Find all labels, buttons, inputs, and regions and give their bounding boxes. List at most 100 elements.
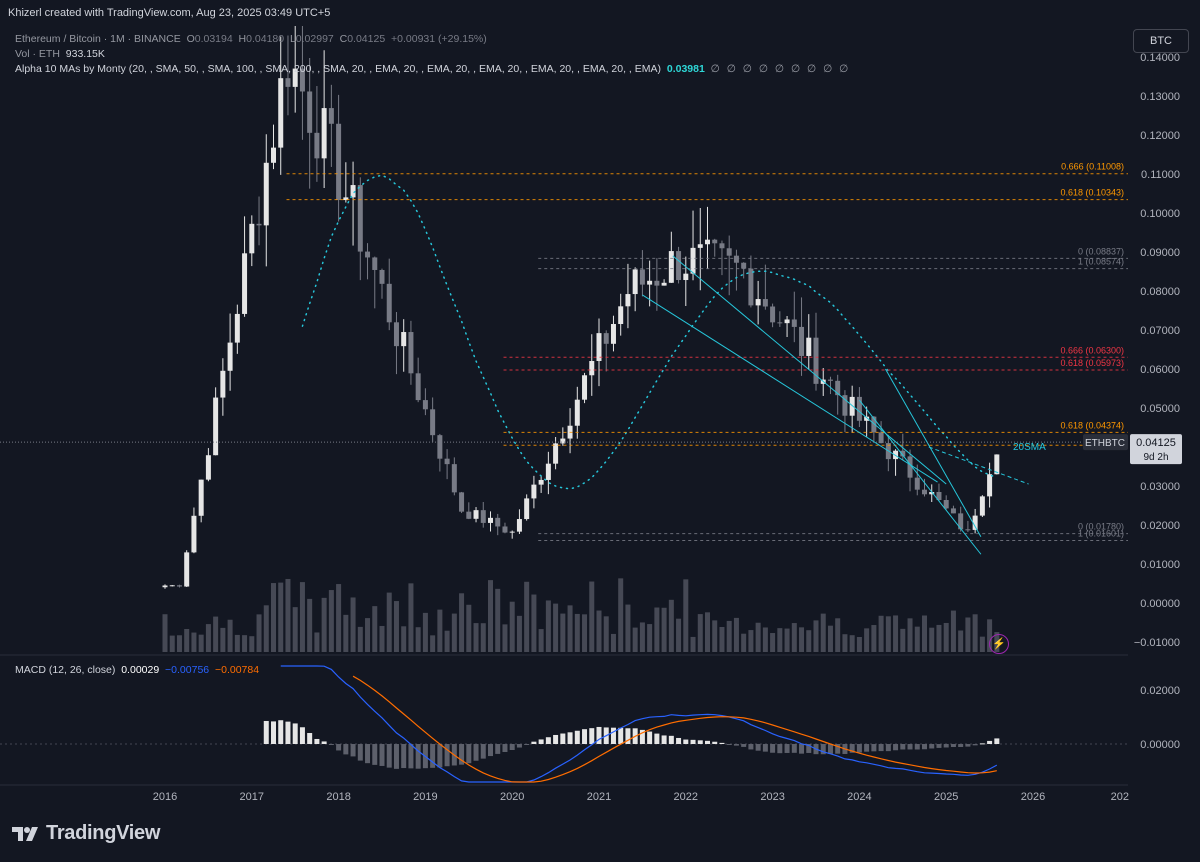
candle-body bbox=[401, 332, 407, 347]
macd-histogram-bar bbox=[292, 723, 298, 744]
y-tick-label: 0.11000 bbox=[1141, 169, 1180, 181]
y-tick-label: 0.13000 bbox=[1140, 91, 1180, 103]
macd-histogram-bar bbox=[343, 744, 349, 755]
candle-body bbox=[379, 269, 385, 284]
candle-body bbox=[654, 280, 660, 286]
x-tick-label: 2020 bbox=[500, 791, 524, 803]
candle-body bbox=[864, 416, 870, 421]
y-tick-label: 0.05000 bbox=[1140, 403, 1180, 415]
volume-bar bbox=[205, 624, 211, 652]
candle-body bbox=[748, 268, 754, 306]
candle-body bbox=[878, 432, 884, 444]
volume-bar bbox=[263, 605, 269, 652]
macd-histogram-bar bbox=[560, 733, 566, 744]
fib-level-label: 0.618 (0.10343) bbox=[1060, 188, 1124, 198]
y-tick-label: 0.09000 bbox=[1140, 247, 1180, 259]
candle-body bbox=[198, 479, 204, 516]
volume-bar bbox=[350, 597, 356, 652]
fib-level-label: 0.618 (0.04374) bbox=[1060, 420, 1124, 430]
volume-bar bbox=[415, 627, 421, 652]
volume-bar bbox=[234, 634, 240, 652]
lightning-icon[interactable]: ⚡ bbox=[989, 634, 1009, 654]
candle-body bbox=[762, 299, 768, 307]
volume-bar bbox=[864, 628, 870, 652]
macd-histogram-bar bbox=[950, 744, 956, 748]
macd-histogram-bar bbox=[488, 744, 493, 757]
tradingview-logo[interactable]: TradingView bbox=[12, 822, 160, 845]
volume-bar bbox=[227, 619, 233, 652]
macd-tick-label: 0.00000 bbox=[1140, 739, 1180, 751]
volume-bar bbox=[343, 614, 349, 652]
macd-histogram-bar bbox=[285, 721, 291, 744]
macd-histogram-bar bbox=[784, 744, 790, 753]
candle-body bbox=[220, 370, 226, 398]
macd-histogram-bar bbox=[473, 744, 479, 761]
candle-body bbox=[437, 435, 443, 459]
volume-bar bbox=[842, 634, 848, 652]
price-chart[interactable]: 0.14000 0.13000 0.12000 0.11000 0.10000 0.090… bbox=[0, 26, 1200, 812]
candle-body bbox=[271, 147, 276, 163]
volume-bar bbox=[922, 615, 927, 652]
volume-bar bbox=[249, 636, 255, 652]
candle-body bbox=[712, 239, 718, 244]
candle-body bbox=[516, 519, 522, 532]
candle-body bbox=[162, 585, 168, 588]
candle-body bbox=[430, 409, 436, 436]
candle-body bbox=[777, 322, 783, 324]
volume-bar bbox=[799, 627, 805, 652]
macd-histogram-bar bbox=[712, 741, 718, 744]
volume-bar bbox=[943, 622, 949, 652]
currency-button[interactable]: BTC bbox=[1133, 29, 1189, 53]
volume-bar bbox=[965, 617, 971, 652]
macd-histogram-bar bbox=[654, 733, 660, 744]
macd-histogram-bar bbox=[922, 744, 927, 750]
macd-histogram-bar bbox=[806, 744, 812, 753]
macd-histogram-bar bbox=[929, 744, 935, 749]
macd-histogram-bar bbox=[531, 741, 537, 744]
y-tick-label: 0.07000 bbox=[1140, 325, 1180, 337]
indicator-label[interactable]: Alpha 10 MAs by Monty (20, , SMA, 50, , … bbox=[15, 63, 662, 75]
y-tick-label: −0.01000 bbox=[1134, 637, 1180, 649]
candle-body bbox=[827, 379, 833, 381]
y-tick-label: 0.12000 bbox=[1140, 130, 1180, 142]
candle-body bbox=[459, 492, 465, 512]
macd-histogram-bar bbox=[683, 739, 689, 744]
candle-body bbox=[625, 294, 631, 307]
volume-bar bbox=[480, 623, 486, 652]
macd-histogram-bar bbox=[357, 744, 363, 761]
macd-label: MACD (12, 26, close) bbox=[15, 664, 116, 676]
volume-bar bbox=[582, 614, 588, 652]
volume-bar bbox=[401, 626, 407, 652]
volume-bar bbox=[560, 613, 566, 652]
volume-bar bbox=[220, 627, 226, 652]
volume-bar bbox=[777, 628, 783, 652]
macd-histogram-bar bbox=[553, 734, 559, 744]
macd-histogram-bar bbox=[965, 744, 971, 747]
macd-line bbox=[280, 665, 998, 783]
macd-histogram-bar bbox=[444, 744, 450, 767]
candle-body bbox=[495, 517, 501, 527]
volume-bar bbox=[524, 581, 530, 652]
chart-legend: Ethereum / Bitcoin · 1M · BINANCE O0.031… bbox=[15, 32, 850, 77]
high-value: 0.04180 bbox=[246, 33, 285, 45]
candle-body bbox=[509, 531, 515, 533]
fib-level-label: 0 (0.01780) bbox=[1078, 522, 1124, 532]
macd-histogram-bar bbox=[885, 744, 891, 752]
x-tick-label: 2016 bbox=[153, 791, 177, 803]
candle-body bbox=[408, 332, 414, 374]
macd-histogram-bar bbox=[538, 739, 544, 744]
candle-body bbox=[299, 68, 305, 92]
x-tick-label: 2023 bbox=[760, 791, 784, 803]
candle-body bbox=[755, 299, 761, 306]
volume-bar bbox=[647, 624, 653, 652]
volume-bar bbox=[299, 582, 305, 652]
top-bar: Khizerl created with TradingView.com, Au… bbox=[0, 0, 1200, 26]
macd-histogram-bar bbox=[379, 744, 385, 766]
macd-histogram-bar bbox=[827, 744, 833, 754]
candle-body bbox=[943, 500, 949, 509]
volume-bar bbox=[683, 579, 689, 652]
macd-histogram-bar bbox=[596, 726, 602, 744]
volume-bar bbox=[242, 635, 248, 652]
macd-histogram-bar bbox=[401, 744, 407, 769]
macd-legend[interactable]: MACD (12, 26, close) 0.00029 −0.00756 −0… bbox=[15, 664, 259, 676]
